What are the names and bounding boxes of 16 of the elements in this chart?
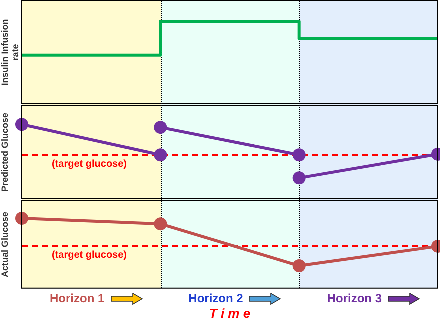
ref-line-label: (target glucose)	[52, 250, 128, 262]
text: Horizon 2	[188, 292, 244, 306]
point	[16, 212, 28, 225]
point	[154, 121, 168, 134]
y-axis-title: Predicted Glucose	[0, 112, 10, 192]
point	[16, 118, 28, 132]
x-axis-title: T i m e	[209, 306, 251, 321]
text: Horizon 3	[327, 292, 382, 306]
point	[154, 218, 168, 231]
y-axis-title: Actual Glucose	[0, 212, 10, 278]
point	[292, 260, 306, 273]
ref-line-label: (target glucose)	[52, 158, 128, 170]
point	[292, 148, 306, 162]
text: Horizon 1	[50, 292, 105, 306]
y-axis-title: Insulin Infusion rate	[0, 19, 21, 86]
point	[154, 148, 168, 162]
